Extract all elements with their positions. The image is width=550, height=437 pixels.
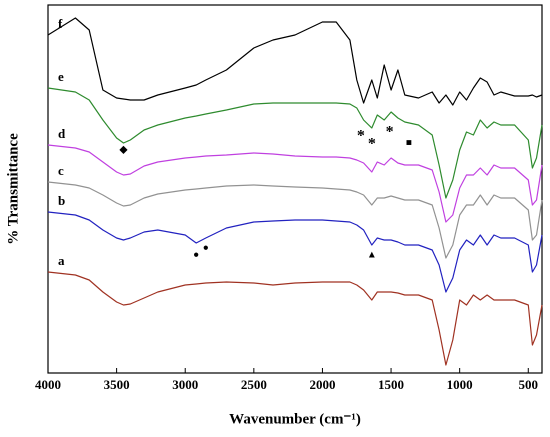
spectrum-line bbox=[47, 17, 543, 106]
annotation: ◆ bbox=[119, 144, 128, 155]
x-tick-label: 1500 bbox=[378, 377, 404, 392]
annotation: * bbox=[386, 124, 394, 141]
x-tick-label: 3500 bbox=[104, 377, 130, 392]
annotation: ● bbox=[193, 249, 199, 260]
spectrum-line bbox=[47, 271, 543, 366]
x-axis-label: Wavenumber (cm⁻¹) bbox=[229, 411, 361, 427]
y-axis-label: % Transmittance bbox=[5, 133, 21, 245]
x-tick-label: 1000 bbox=[447, 377, 473, 392]
annotation: ▲ bbox=[367, 249, 377, 260]
series-label: c bbox=[58, 163, 64, 178]
x-tick-label: 500 bbox=[519, 377, 539, 392]
annotation: * bbox=[368, 136, 376, 153]
x-tick-label: 3000 bbox=[172, 377, 198, 392]
spectrum-line bbox=[47, 211, 543, 293]
x-tick-label: 2000 bbox=[309, 377, 335, 392]
plot-frame bbox=[47, 4, 543, 374]
series-label: b bbox=[58, 193, 65, 208]
spectrum-line bbox=[47, 181, 543, 259]
series-label: a bbox=[58, 253, 65, 268]
series-label: f bbox=[58, 16, 63, 31]
spectrum-line bbox=[47, 87, 543, 199]
series-label: e bbox=[58, 69, 64, 84]
x-tick-label: 2500 bbox=[241, 377, 267, 392]
x-tick-label: 4000 bbox=[35, 377, 61, 392]
annotation: ■ bbox=[406, 137, 412, 148]
spectrum-line bbox=[47, 144, 543, 223]
series-label: d bbox=[58, 126, 66, 141]
annotation: * bbox=[357, 128, 365, 145]
annotation: ● bbox=[203, 242, 209, 253]
